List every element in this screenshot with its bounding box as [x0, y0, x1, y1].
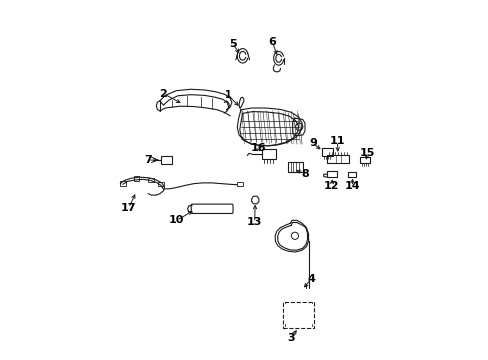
Bar	[287, 162, 302, 172]
Bar	[347, 172, 355, 177]
Text: 3: 3	[287, 333, 295, 343]
Text: 12: 12	[323, 181, 339, 191]
Text: 10: 10	[169, 215, 184, 225]
Bar	[236, 182, 243, 186]
Text: 5: 5	[229, 39, 236, 49]
Text: 16: 16	[250, 143, 265, 153]
Bar	[326, 155, 348, 163]
Bar	[133, 176, 139, 181]
Text: 9: 9	[308, 138, 316, 148]
Text: 8: 8	[301, 168, 308, 179]
Text: 7: 7	[144, 155, 152, 165]
Bar	[261, 149, 276, 159]
Bar	[326, 171, 336, 177]
Text: 2: 2	[159, 89, 167, 99]
Text: 15: 15	[359, 148, 374, 158]
Text: 1: 1	[224, 90, 231, 100]
Bar	[158, 182, 163, 186]
Bar	[148, 178, 153, 182]
Bar	[359, 157, 370, 163]
Text: 14: 14	[344, 181, 360, 192]
Text: 6: 6	[268, 37, 276, 48]
Text: 17: 17	[121, 203, 136, 213]
Bar	[161, 156, 171, 164]
Text: 11: 11	[329, 136, 345, 146]
Text: 4: 4	[306, 274, 314, 284]
Bar	[120, 181, 125, 186]
Bar	[321, 148, 333, 156]
Bar	[283, 302, 313, 328]
Text: 13: 13	[246, 217, 262, 228]
